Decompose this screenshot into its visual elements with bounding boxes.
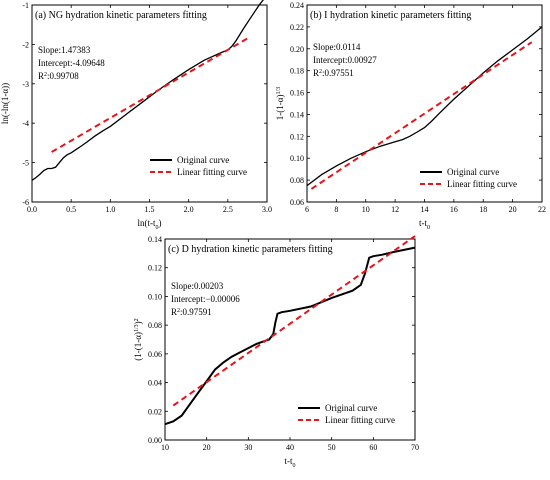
y-tick-label: 0.12 — [290, 132, 304, 141]
y-axis-label: ln(-ln(1-α)) — [0, 83, 10, 124]
x-tick-label: 1.0 — [105, 205, 115, 214]
y-tick-label: -4 — [22, 119, 29, 128]
legend-entry: Linear fitting curve — [447, 179, 517, 189]
chart-panel-a: 0.0 0.5 1.0 1.5 2.0 2.5 3.0 -6 -5 -4 -3 -2 -1 (a) NG … — [0, 0, 272, 231]
y-axis-label: (1-(1-α)1/3)2 — [133, 318, 143, 360]
y-tick-label: 0.04 — [148, 379, 162, 388]
y-tick-label: -2 — [22, 40, 29, 49]
chart-panel-b: 6 8 10 12 14 16 18 20 22 0.06 0.08 0.10 0.12 0.14 0.16… — [275, 1, 546, 231]
series-original-curve — [306, 26, 543, 187]
x-axis-label: t-t0 — [285, 456, 296, 469]
chart-panel-c: 10 20 30 40 50 60 70 0.00 0.02 0.04 0.06 0.08 0.10 0.… — [133, 235, 419, 469]
x-tick-label: 22 — [538, 205, 546, 214]
y-tick-label: 0.08 — [148, 321, 162, 330]
x-tick-label: 20 — [509, 205, 517, 214]
y-tick-label: 0.06 — [290, 198, 304, 207]
series-original-curve — [31, 0, 264, 181]
annotation-slope: Slope:1.47383 — [38, 45, 91, 55]
y-tick-label: 0.10 — [148, 292, 162, 301]
plot-frame — [164, 238, 416, 441]
legend-entry: Linear fitting curve — [325, 415, 395, 425]
x-tick-label: 40 — [286, 443, 294, 452]
x-axis-label: ln(t-t0) — [138, 218, 162, 231]
annotation-r2: R2:0.97551 — [313, 68, 354, 78]
y-tick-label: 0.08 — [290, 176, 304, 185]
y-tick-label: 0.14 — [148, 235, 162, 244]
annotation-slope: Slope:0.0114 — [313, 42, 361, 52]
y-tick-label: -3 — [22, 80, 29, 89]
x-tick-label: 6 — [305, 205, 309, 214]
y-tick-label: 0.06 — [148, 350, 162, 359]
x-axis-label: t-t0 — [419, 218, 430, 231]
legend-entry: Linear fitting curve — [177, 167, 247, 177]
x-tick-label: 2.5 — [223, 205, 233, 214]
legend-entry: Original curve — [325, 403, 377, 413]
x-tick-label: 60 — [369, 443, 377, 452]
y-tick-label: 0.14 — [290, 110, 304, 119]
x-tick-label: 18 — [479, 205, 487, 214]
y-tick-label: -5 — [22, 159, 29, 168]
annotation-r2: R2:0.97591 — [171, 307, 212, 317]
annotation-intercept: Intercept:−0.00006 — [171, 294, 240, 304]
y-tick-label: 0.10 — [290, 154, 304, 163]
y-tick-label: 0.16 — [290, 89, 304, 98]
y-axis-label: 1-(1-α)1/3 — [275, 87, 285, 120]
chart-title: (b) I hydration kinetic parameters fitti… — [310, 10, 471, 21]
x-tick-label: 14 — [421, 205, 429, 214]
series-linear-fitting-curve — [172, 235, 416, 407]
x-tick-label: 70 — [411, 443, 419, 452]
legend-entry: Original curve — [177, 155, 229, 165]
x-tick-label: 20 — [203, 443, 211, 452]
x-tick-label: 0.0 — [27, 205, 37, 214]
chart-title: (a) NG hydration kinetic parameters fitt… — [35, 10, 207, 21]
annotation-r2: R2:0.99708 — [38, 71, 79, 81]
x-tick-label: 3.0 — [262, 205, 272, 214]
x-tick-label: 10 — [161, 443, 169, 452]
y-tick-label: 0.02 — [148, 407, 162, 416]
y-tick-label: 0.24 — [290, 1, 304, 10]
x-tick-label: 10 — [362, 205, 370, 214]
annotation-intercept: Intercept:-4.09648 — [38, 58, 105, 68]
y-tick-label: -1 — [22, 1, 29, 10]
x-tick-label: 12 — [391, 205, 399, 214]
annotation-intercept: Intercept:0.00927 — [313, 55, 377, 65]
y-tick-label: -6 — [22, 198, 29, 207]
series-original-curve — [164, 246, 416, 426]
annotation-slope: Slope:0.00203 — [171, 281, 224, 291]
x-tick-label: 16 — [450, 205, 458, 214]
y-tick-label: 0.00 — [148, 436, 162, 445]
legend-entry: Original curve — [447, 167, 499, 177]
chart-title: (c) D hydration kinetic parameters fitti… — [168, 244, 333, 255]
series-linear-fitting-curve — [310, 41, 533, 190]
y-tick-label: 0.18 — [290, 67, 304, 76]
y-tick-label: 0.12 — [148, 264, 162, 273]
y-tick-label: 0.20 — [290, 45, 304, 54]
y-tick-label: 0.22 — [290, 23, 304, 32]
x-tick-label: 30 — [244, 443, 252, 452]
x-tick-label: 8 — [334, 205, 338, 214]
x-tick-label: 2.0 — [184, 205, 194, 214]
x-tick-label: 0.5 — [66, 205, 76, 214]
x-tick-label: 1.5 — [145, 205, 155, 214]
series-linear-fitting-curve — [51, 37, 248, 153]
x-tick-label: 50 — [328, 443, 336, 452]
